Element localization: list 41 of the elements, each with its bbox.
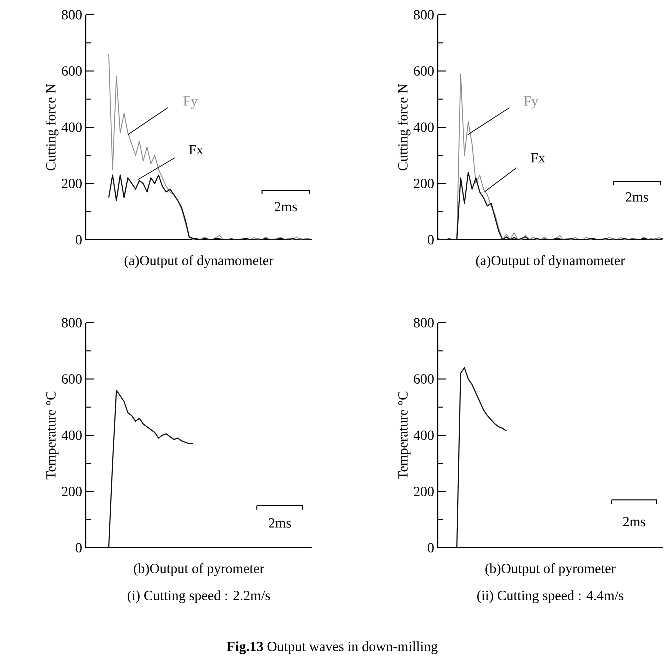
y-axis-title: Temperature °C [398, 392, 411, 480]
y-tick-label: 200 [62, 179, 82, 188]
annotation: 2ms [623, 517, 646, 527]
text: Fx [531, 154, 546, 163]
x-axis-title: (a)Output of dynamometer [124, 256, 274, 268]
y-tick-label: 400 [62, 430, 82, 440]
y-tick-label: 0 [76, 235, 82, 245]
x-axis-title: (b)Output of pyrometer [486, 564, 616, 576]
text: Fig.13 Output waves in down-milling [227, 642, 438, 654]
line-series [108, 174, 313, 241]
y-axis-title: Temperature °C [46, 392, 59, 480]
y-tick-label: 200 [414, 487, 434, 496]
y-tick-label: 400 [414, 122, 434, 132]
y-tick-label: 800 [62, 318, 82, 328]
y-axis-title: Cutting force N [46, 84, 59, 171]
y-tick-label: 600 [414, 374, 434, 384]
x-axis-title: (b)Output of pyrometer [134, 564, 264, 576]
line-series [108, 54, 312, 240]
y-tick-label: 400 [62, 122, 82, 132]
x-axis-title: (a)Output of dynamometer [476, 256, 626, 268]
y-tick-label: 0 [428, 235, 434, 245]
text: (i) Cutting speed : 2.2m/s [128, 590, 270, 604]
annotation: 2ms [626, 192, 648, 202]
y-tick-label: 0 [428, 543, 434, 553]
annotation: 2ms [274, 202, 298, 212]
y-tick-label: 800 [62, 10, 82, 20]
y-tick-label: 800 [414, 318, 434, 328]
y-tick-label: 800 [414, 10, 434, 20]
y-tick-label: 200 [62, 487, 82, 496]
text: Fy [184, 96, 198, 109]
annotation: 2ms [269, 518, 292, 528]
y-tick-label: 600 [414, 66, 434, 76]
text: Fx [189, 145, 204, 155]
y-tick-label: 0 [76, 543, 82, 553]
y-tick-label: 400 [414, 430, 434, 440]
text: Fy [524, 96, 538, 109]
y-tick-label: 600 [62, 66, 82, 76]
y-tick-label: 200 [414, 179, 434, 188]
y-axis-title: Cutting force N [398, 84, 411, 171]
y-tick-label: 600 [62, 374, 82, 384]
text: (ii) Cutting speed : 4.4m/s [478, 590, 624, 604]
